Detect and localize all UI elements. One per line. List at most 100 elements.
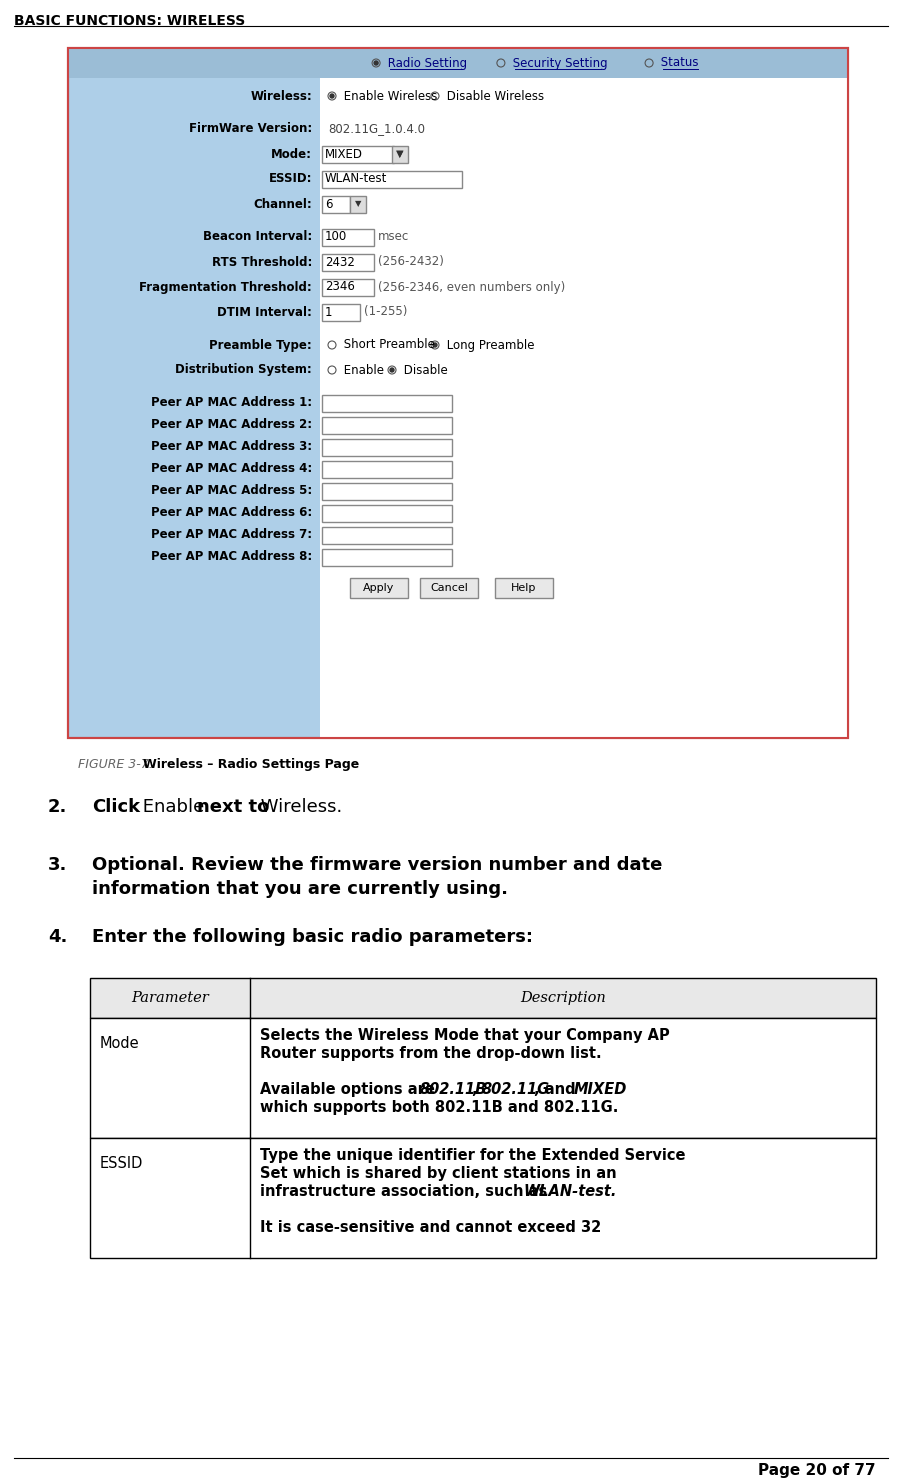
Bar [322,461,452,477]
Text: Peer AP MAC Address 3:: Peer AP MAC Address 3: [151,440,312,453]
Text: RTS Threshold:: RTS Threshold: [212,255,312,268]
Text: Short Preamble: Short Preamble [340,338,435,351]
Text: Peer AP MAC Address 7:: Peer AP MAC Address 7: [151,529,312,541]
Text: Distribution System:: Distribution System: [175,363,312,376]
Text: Peer AP MAC Address 6:: Peer AP MAC Address 6: [151,507,312,520]
Text: Security Setting: Security Setting [509,56,607,70]
Text: Enable: Enable [340,363,384,376]
Text: 100: 100 [325,231,347,243]
Text: Type the unique identifier for the Extended Service: Type the unique identifier for the Exten… [260,1149,686,1163]
Text: ▼: ▼ [397,150,403,159]
Text: Description: Description [520,991,606,1005]
Text: 802.11G_1.0.4.0: 802.11G_1.0.4.0 [328,123,425,135]
Circle shape [433,342,437,347]
Text: It is case-sensitive and cannot exceed 32: It is case-sensitive and cannot exceed 3… [260,1220,602,1235]
Text: ESSID:: ESSID: [269,172,312,185]
Text: information that you are currently using.: information that you are currently using… [92,880,508,898]
Bar [322,504,452,522]
Text: (1-255): (1-255) [364,305,408,319]
Bar [68,47,848,738]
Bar [322,483,452,499]
Text: 802.11B: 802.11B [420,1082,487,1097]
Text: which supports both 802.11B and 802.11G.: which supports both 802.11B and 802.11G. [260,1100,619,1114]
Text: FIGURE 3-7:: FIGURE 3-7: [78,757,157,771]
Text: msec: msec [378,231,410,243]
Text: ▼: ▼ [396,150,403,159]
Bar [350,196,366,212]
Bar [320,79,848,738]
Text: MIXED: MIXED [574,1082,628,1097]
Text: next to: next to [197,797,270,817]
Text: Mode:: Mode: [271,148,312,160]
Text: Wireless.: Wireless. [255,797,342,817]
Text: ESSID: ESSID [100,1156,143,1171]
Bar [420,578,478,599]
Text: BASIC FUNCTIONS: WIRELESS: BASIC FUNCTIONS: WIRELESS [14,13,245,28]
Text: Disable: Disable [400,363,447,376]
Text: WLAN-test: WLAN-test [325,172,387,185]
Text: Page 20 of 77: Page 20 of 77 [759,1463,876,1478]
Bar [68,47,848,738]
Bar [495,578,553,599]
Text: Available options are: Available options are [260,1082,440,1097]
Bar [90,1018,876,1138]
Bar [322,416,452,434]
Text: Enable: Enable [137,797,210,817]
Text: Selects the Wireless Mode that your Company AP: Selects the Wireless Mode that your Comp… [260,1029,670,1043]
Circle shape [330,93,334,98]
Text: WLAN-test.: WLAN-test. [523,1184,616,1199]
Bar [322,253,374,271]
Text: Channel:: Channel: [253,197,312,210]
Text: FirmWare Version:: FirmWare Version: [189,123,312,135]
Text: Set which is shared by client stations in an: Set which is shared by client stations i… [260,1166,617,1181]
Text: (256-2346, even numbers only): (256-2346, even numbers only) [378,280,566,293]
Text: Click: Click [92,797,140,817]
Text: Fragmentation Threshold:: Fragmentation Threshold: [139,280,312,293]
Bar [322,145,394,163]
Bar [90,978,876,1018]
Bar [322,394,452,412]
Text: 2.: 2. [48,797,68,817]
Text: Cancel: Cancel [430,582,468,593]
Bar [322,548,452,566]
Text: Optional. Review the firmware version number and date: Optional. Review the firmware version nu… [92,857,662,874]
Bar [392,145,408,163]
Text: Wireless:: Wireless: [250,89,312,102]
Bar [322,439,452,455]
Circle shape [374,61,378,65]
Text: Router supports from the drop-down list.: Router supports from the drop-down list. [260,1046,602,1061]
Text: Status: Status [657,56,698,70]
Text: 3.: 3. [48,857,68,874]
Bar [90,1138,876,1258]
Bar [322,526,452,544]
Text: ,: , [472,1082,483,1097]
Text: Apply: Apply [364,582,395,593]
Text: Parameter: Parameter [131,991,209,1005]
Bar [68,47,848,79]
Text: (256-2432): (256-2432) [378,255,444,268]
Text: Peer AP MAC Address 1:: Peer AP MAC Address 1: [151,397,312,409]
Bar [322,170,462,188]
Text: Help: Help [511,582,537,593]
Text: Peer AP MAC Address 4:: Peer AP MAC Address 4: [151,462,312,476]
Text: Beacon Interval:: Beacon Interval: [203,231,312,243]
Text: Preamble Type:: Preamble Type: [209,338,312,351]
Text: Enter the following basic radio parameters:: Enter the following basic radio paramete… [92,928,533,946]
Text: Long Preamble: Long Preamble [443,338,535,351]
Text: , and: , and [534,1082,581,1097]
Text: Radio Setting: Radio Setting [384,56,467,70]
Bar [350,578,408,599]
Text: 1: 1 [325,305,333,319]
Text: Peer AP MAC Address 5:: Peer AP MAC Address 5: [151,485,312,498]
Text: infrastructure association, such as: infrastructure association, such as [260,1184,552,1199]
Text: DTIM Interval:: DTIM Interval: [217,305,312,319]
Bar [322,228,374,246]
Text: Disable Wireless: Disable Wireless [443,89,544,102]
Text: 2432: 2432 [325,255,354,268]
Bar [322,196,350,212]
Bar [322,304,360,320]
Text: MIXED: MIXED [325,148,363,160]
Text: Peer AP MAC Address 8:: Peer AP MAC Address 8: [151,550,312,563]
Text: ▼: ▼ [354,200,361,209]
Text: Enable Wireless: Enable Wireless [340,89,437,102]
